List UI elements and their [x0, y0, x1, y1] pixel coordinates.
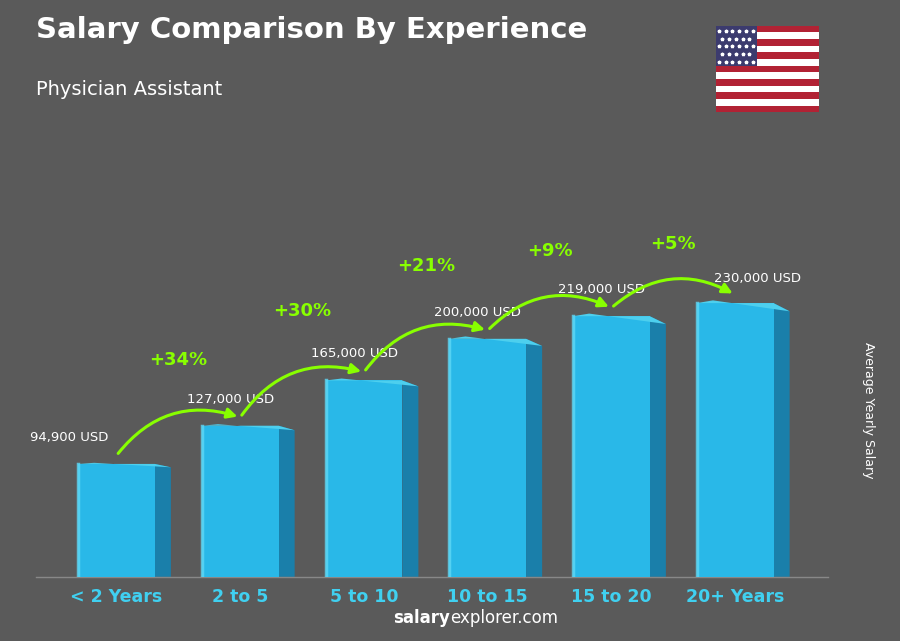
Polygon shape [78, 464, 155, 577]
Polygon shape [773, 303, 789, 577]
Polygon shape [402, 381, 418, 577]
Polygon shape [326, 381, 402, 577]
Bar [716, 72, 819, 79]
Bar [716, 106, 819, 112]
Bar [716, 26, 819, 32]
Polygon shape [449, 339, 526, 577]
Text: explorer.com: explorer.com [450, 609, 558, 627]
Bar [716, 53, 819, 59]
Polygon shape [279, 426, 294, 577]
Text: 219,000 USD: 219,000 USD [558, 283, 645, 296]
Text: 94,900 USD: 94,900 USD [31, 431, 109, 444]
Bar [716, 32, 819, 39]
Bar [716, 85, 819, 92]
Text: 200,000 USD: 200,000 USD [435, 306, 521, 319]
Text: +5%: +5% [651, 235, 696, 253]
Bar [716, 79, 819, 85]
Bar [716, 46, 819, 53]
Polygon shape [202, 424, 294, 430]
Text: +21%: +21% [397, 258, 454, 276]
Text: Physician Assistant: Physician Assistant [36, 80, 222, 99]
Bar [716, 59, 819, 65]
Polygon shape [650, 316, 666, 577]
Polygon shape [155, 464, 171, 577]
Text: 165,000 USD: 165,000 USD [310, 347, 398, 360]
Text: salary: salary [393, 609, 450, 627]
Bar [716, 99, 819, 106]
Bar [716, 26, 757, 65]
Bar [716, 65, 819, 72]
Polygon shape [526, 339, 542, 577]
Polygon shape [326, 379, 419, 387]
Text: Salary Comparison By Experience: Salary Comparison By Experience [36, 16, 587, 44]
Bar [716, 92, 819, 99]
Polygon shape [573, 313, 666, 324]
Polygon shape [202, 426, 279, 577]
Text: 230,000 USD: 230,000 USD [714, 272, 801, 285]
Text: +34%: +34% [149, 351, 207, 369]
Polygon shape [78, 463, 171, 467]
Polygon shape [573, 316, 650, 577]
Polygon shape [449, 337, 542, 346]
Text: Average Yearly Salary: Average Yearly Salary [862, 342, 875, 478]
Text: 127,000 USD: 127,000 USD [186, 393, 274, 406]
Polygon shape [697, 301, 789, 312]
Bar [716, 39, 819, 46]
Polygon shape [697, 303, 773, 577]
Text: +9%: +9% [526, 242, 572, 260]
Text: +30%: +30% [273, 303, 331, 320]
